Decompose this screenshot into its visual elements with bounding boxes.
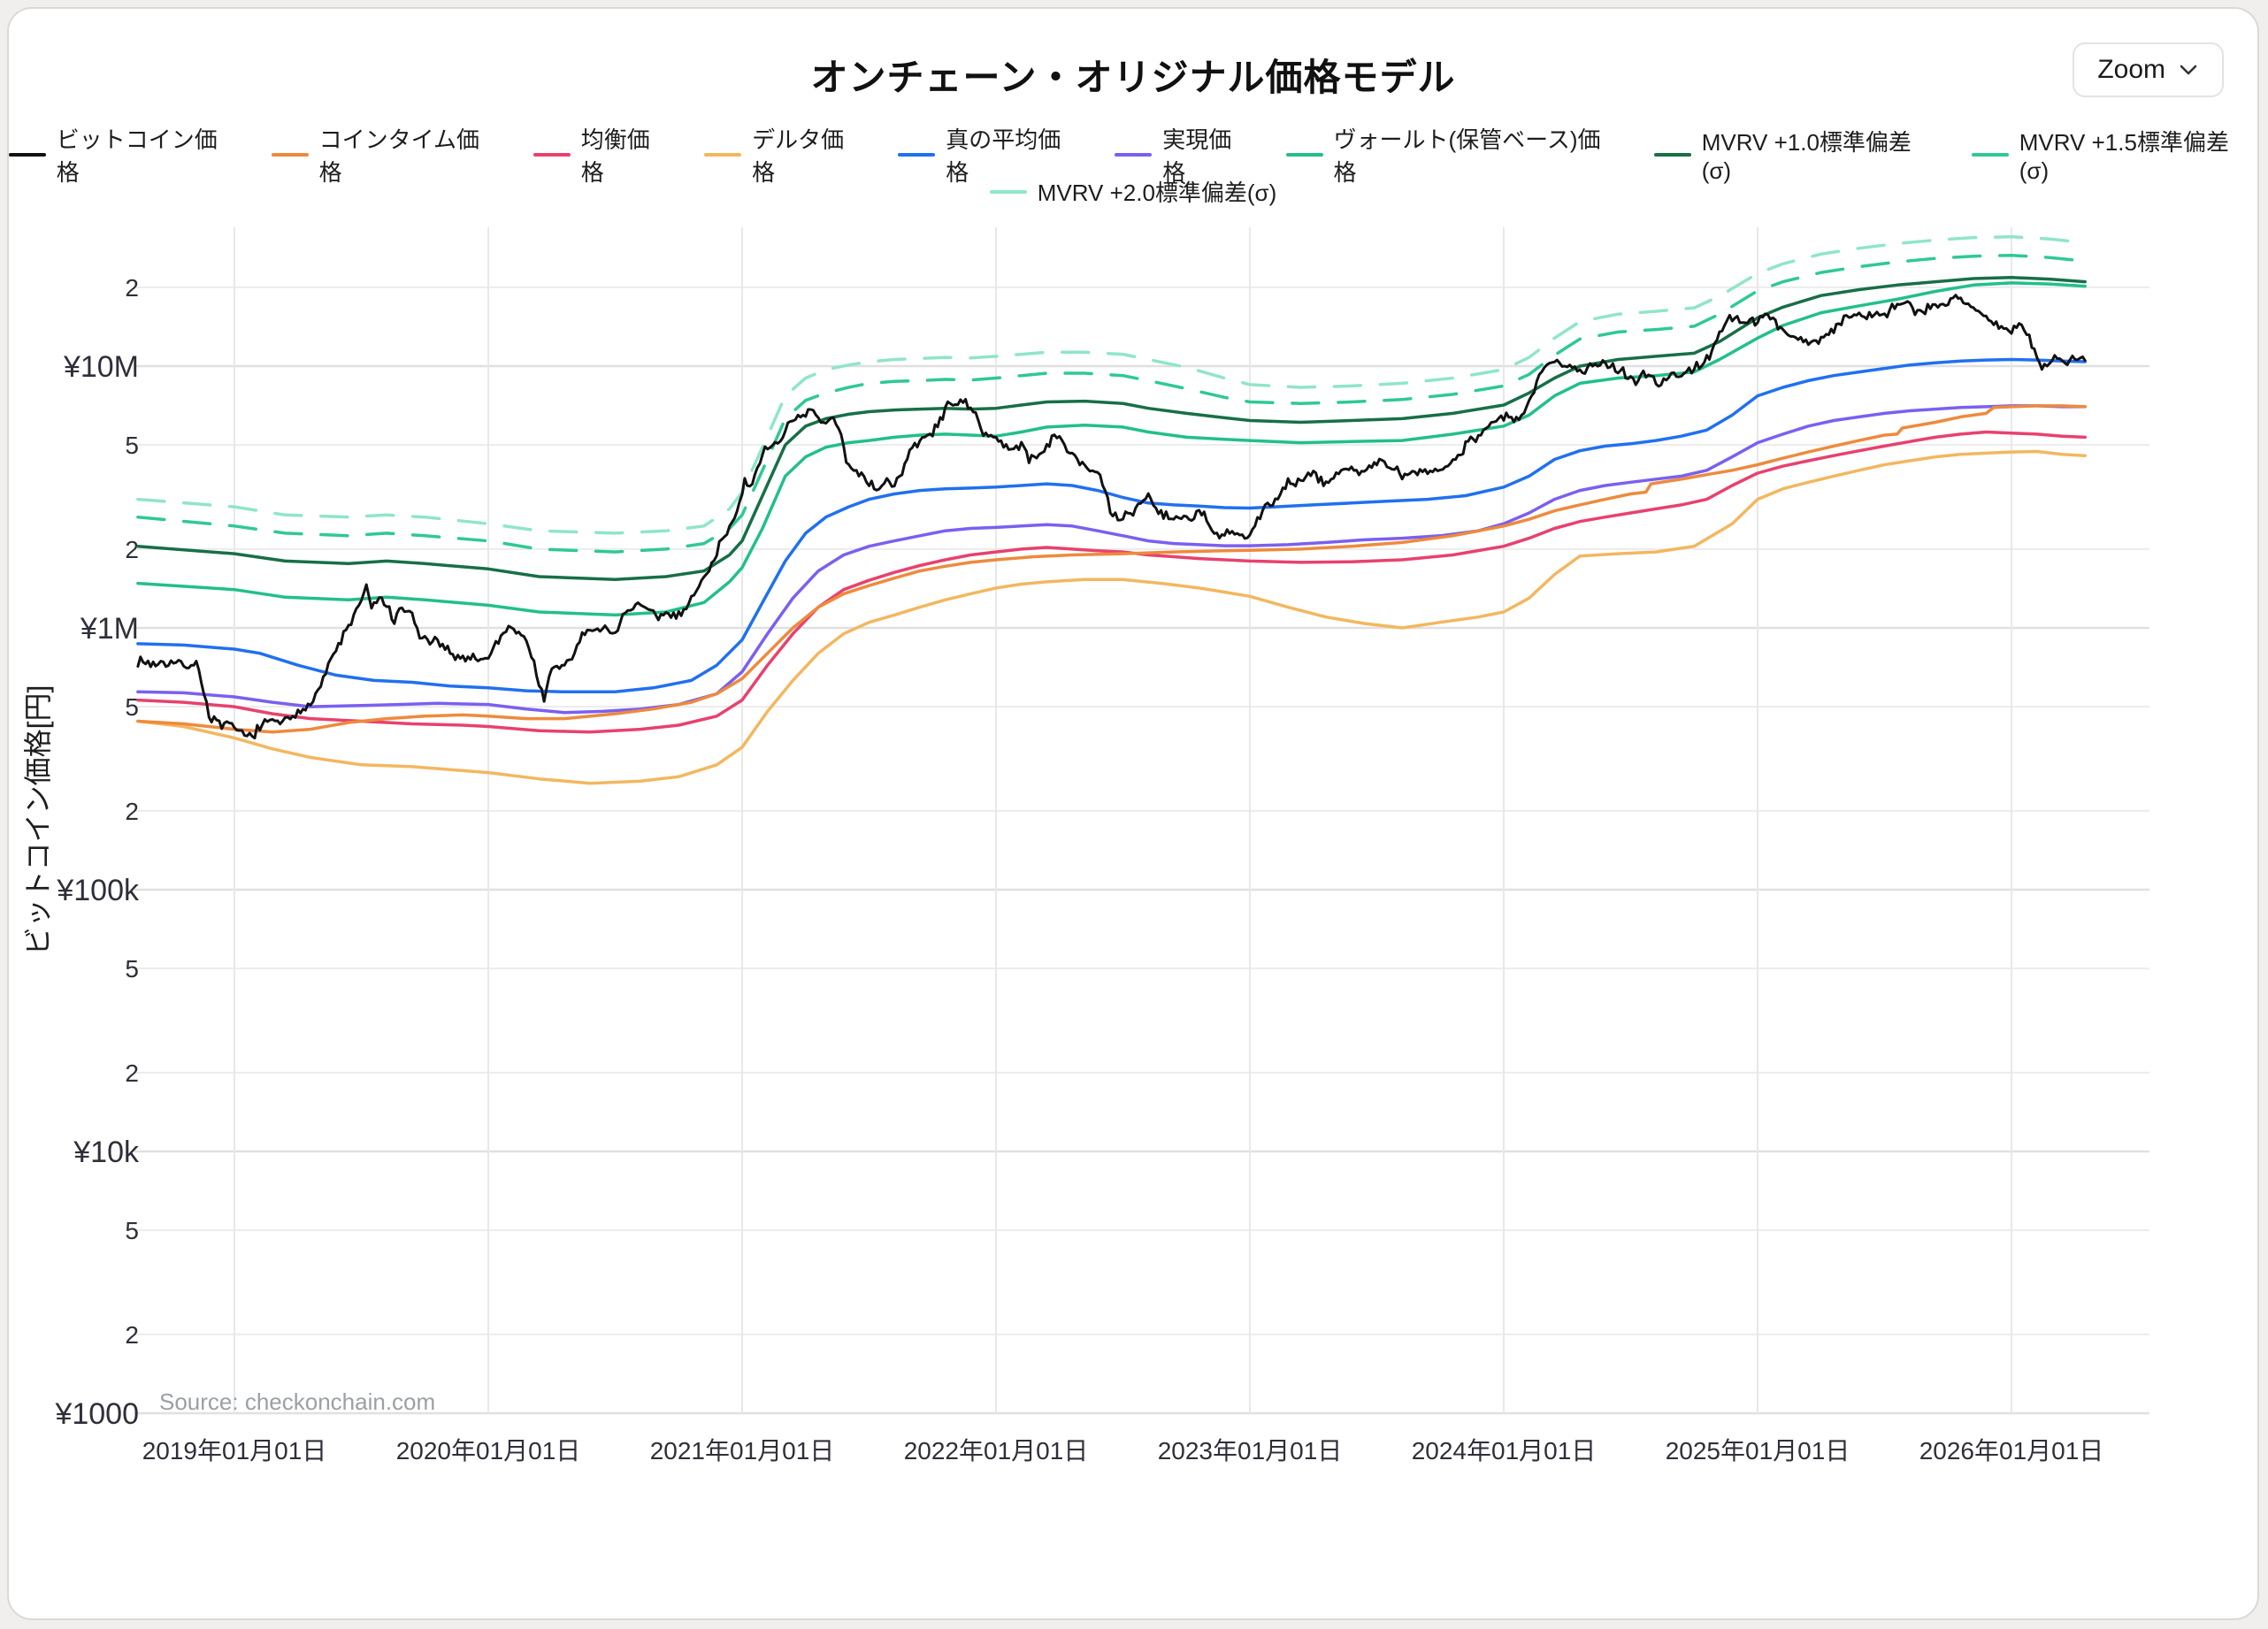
legend-label: MVRV +1.5標準偏差(σ) [2019, 129, 2229, 184]
y-tick-label: ¥10M [63, 350, 139, 384]
source-annotation: Source: checkonchain.com [159, 1388, 435, 1415]
series-line-1 [136, 404, 2087, 734]
series-line-3 [136, 449, 2087, 785]
series-line-8 [136, 253, 2087, 554]
page-title: オンチェーン・オリジナル価格モデル [810, 57, 1456, 98]
legend-swatch [271, 153, 309, 157]
y-minor-tick-label: 2 [125, 1059, 139, 1087]
series-line-4 [136, 357, 2087, 694]
x-tick-label: 2020年01月01日 [396, 1437, 581, 1465]
x-tick-label: 2026年01月01日 [1919, 1437, 2104, 1465]
zoom-dropdown-button[interactable]: Zoom [2073, 42, 2224, 97]
y-axis-title: ビットコイン価格[円] [22, 685, 54, 956]
chart-card: オンチェーン・オリジナル価格モデル Zoom ビットコイン価格 コインタイム価格 均… [7, 7, 2259, 1620]
legend-item-3[interactable]: デルタ価格 [704, 122, 866, 187]
legend-item-9[interactable]: MVRV +2.0標準偏差(σ) [989, 175, 1277, 208]
x-tick-label: 2019年01月01日 [142, 1437, 327, 1465]
legend-label: 均衡価格 [580, 126, 650, 186]
x-tick-label: 2021年01月01日 [650, 1437, 835, 1465]
y-gridlines-major [134, 364, 2149, 1415]
legend-swatch [898, 153, 936, 157]
legend-swatch [704, 153, 742, 157]
series-line-0 [136, 294, 2087, 740]
y-tick-label: ¥10k [73, 1136, 140, 1169]
legend-label: 実現価格 [1162, 126, 1232, 186]
legend-label: MVRV +1.0標準偏差(σ) [1701, 129, 1912, 184]
legend-swatch [1115, 153, 1153, 157]
legend-item-4[interactable]: 真の平均価格 [898, 122, 1083, 187]
legend-item-7[interactable]: MVRV +1.0標準偏差(σ) [1653, 125, 1940, 185]
legend-swatch [1285, 153, 1323, 157]
y-axis-tick-labels: ¥10M ¥1M ¥100k ¥10k ¥1000 2 5 2 5 2 5 2 5 2 [54, 274, 140, 1431]
y-minor-tick-label: 5 [125, 432, 139, 459]
x-axis-tick-labels: 2019年01月01日 2020年01月01日 2021年01月01日 2022年01… [142, 1437, 2104, 1465]
legend-item-1[interactable]: コインタイム価格 [271, 122, 502, 187]
zoom-button-label: Zoom [2097, 55, 2165, 84]
legend-item-0[interactable]: ビットコイン価格 [9, 122, 240, 187]
legend-item-2[interactable]: 均衡価格 [533, 122, 672, 187]
legend-item-5[interactable]: 実現価格 [1115, 122, 1253, 187]
legend-item-8[interactable]: MVRV +1.5標準偏差(σ) [1971, 125, 2257, 185]
x-tick-label: 2025年01月01日 [1666, 1437, 1850, 1465]
x-tick-label: 2023年01月01日 [1158, 1437, 1343, 1465]
legend-label: MVRV +2.0標準偏差(σ) [1037, 180, 1277, 206]
y-minor-tick-label: 2 [125, 798, 139, 825]
y-gridlines-minor [134, 286, 2149, 1335]
x-tick-label: 2022年01月01日 [904, 1437, 1089, 1465]
series-line-9 [136, 234, 2087, 535]
legend-swatch [533, 153, 571, 157]
legend-label: 真の平均価格 [946, 126, 1061, 186]
legend-swatch [989, 189, 1027, 194]
chevron-down-icon [2180, 65, 2197, 75]
x-tick-label: 2024年01月01日 [1412, 1437, 1597, 1465]
price-model-chart: ¥10M ¥1M ¥100k ¥10k ¥1000 2 5 2 5 2 5 2 5 2 2019年01月01… [22, 227, 2149, 1465]
y-tick-label: ¥1M [80, 612, 139, 646]
y-tick-label: ¥100k [56, 874, 140, 907]
legend-item-6[interactable]: ヴォールト(保管ベース)価格 [1285, 122, 1622, 187]
chart-legend-row-2: MVRV +2.0標準偏差(σ) [9, 175, 2257, 208]
y-minor-tick-label: 2 [125, 1321, 139, 1349]
legend-label: ヴォールト(保管ベース)価格 [1333, 126, 1601, 186]
legend-swatch [1653, 153, 1691, 157]
y-tick-label: ¥1000 [54, 1397, 139, 1431]
legend-swatch [1971, 153, 2009, 157]
x-gridlines [234, 227, 2012, 1413]
series-line-6 [136, 281, 2087, 617]
legend-label: ビットコイン価格 [56, 126, 218, 186]
plot-area[interactable] [134, 227, 2149, 1413]
y-minor-tick-label: 5 [125, 1217, 139, 1244]
chart-legend-row-1: ビットコイン価格 コインタイム価格 均衡価格 デルタ価格 真の平均価格 実現価格 ヴォールト… [9, 122, 2257, 187]
y-minor-tick-label: 2 [125, 536, 139, 563]
series-group [136, 234, 2087, 785]
y-minor-tick-label: 2 [125, 274, 139, 302]
legend-label: コインタイム価格 [318, 126, 480, 186]
series-line-5 [136, 404, 2087, 715]
legend-label: デルタ価格 [752, 126, 845, 186]
y-minor-tick-label: 5 [125, 693, 139, 721]
series-line-2 [136, 430, 2087, 734]
y-minor-tick-label: 5 [125, 955, 139, 983]
legend-swatch [9, 153, 46, 157]
